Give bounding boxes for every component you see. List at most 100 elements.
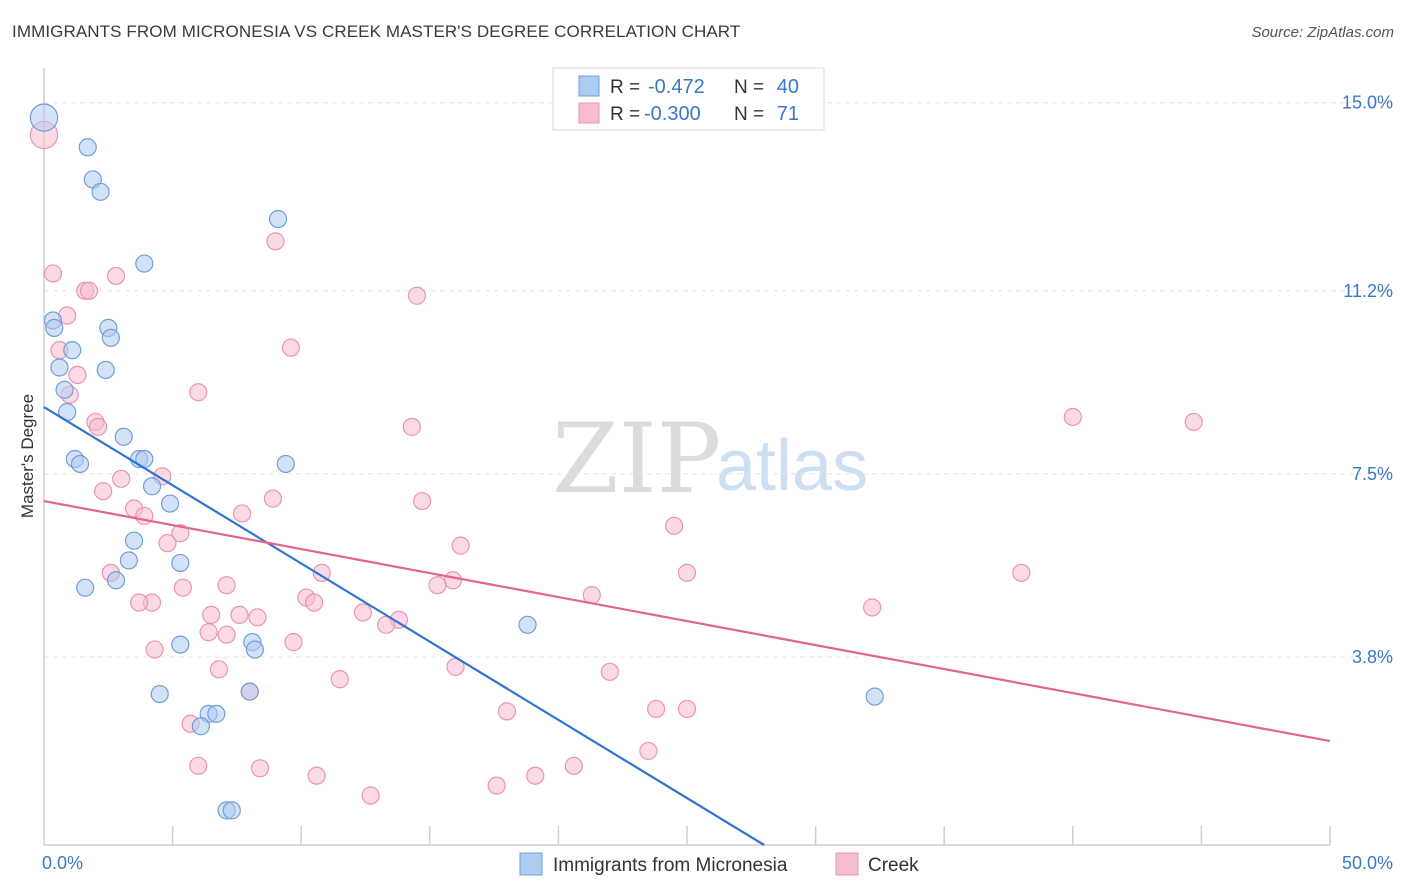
- point-micronesia: [171, 635, 190, 654]
- point-micronesia: [150, 684, 169, 704]
- x-tick-label-min: 0.0%: [42, 853, 83, 873]
- point-creek: [487, 776, 506, 795]
- point-creek: [202, 605, 221, 625]
- point-creek: [330, 670, 349, 689]
- point-micronesia: [106, 571, 126, 590]
- point-creek: [248, 608, 267, 627]
- point-creek: [281, 338, 301, 357]
- point-creek: [497, 702, 517, 721]
- point-creek: [600, 662, 619, 681]
- point-micronesia: [171, 553, 190, 573]
- top-legend: R = -0.472 N = 40 R = -0.300 N = 71: [552, 67, 825, 131]
- legend-n-value-pink: 71: [777, 103, 799, 125]
- trend-line-micronesia: [43, 406, 765, 846]
- point-micronesia: [55, 380, 74, 399]
- point-creek: [199, 623, 218, 642]
- point-creek: [863, 598, 882, 617]
- point-creek: [1012, 563, 1031, 582]
- point-creek: [189, 756, 208, 775]
- point-creek: [312, 563, 331, 582]
- point-creek: [677, 563, 697, 582]
- point-micronesia: [50, 358, 69, 377]
- point-micronesia: [240, 682, 259, 701]
- point-creek: [189, 383, 208, 402]
- legend-swatch-blue: [578, 75, 600, 97]
- point-creek: [647, 699, 666, 719]
- point-micronesia: [76, 578, 95, 597]
- point-creek: [145, 640, 164, 659]
- point-creek: [266, 232, 285, 251]
- point-micronesia: [119, 551, 138, 570]
- y-axis-title: Master's Degree: [18, 394, 37, 518]
- legend-r-value-pink: -0.300: [644, 103, 701, 125]
- scatter-points: [29, 103, 1203, 820]
- watermark-atlas: atlas: [716, 426, 868, 506]
- point-creek: [526, 766, 545, 785]
- point-creek: [639, 741, 658, 761]
- point-creek: [173, 578, 192, 597]
- point-creek: [665, 516, 684, 535]
- grid-lines: [44, 102, 1394, 658]
- legend-n-label-pink: N =: [734, 104, 764, 125]
- point-creek: [443, 571, 463, 590]
- x-ticks: [171, 826, 1331, 845]
- trend-lines: [43, 406, 1331, 846]
- x-tick-label-max: 50.0%: [1342, 853, 1393, 873]
- chart-source: Source: ZipAtlas.com: [1251, 24, 1394, 41]
- y-tick-label: 3.8%: [1352, 647, 1393, 667]
- point-micronesia: [63, 341, 82, 360]
- legend-r-label-pink: R =: [610, 104, 640, 125]
- bottom-legend-swatch-micronesia: [519, 852, 543, 876]
- point-micronesia: [135, 254, 154, 273]
- point-creek: [428, 576, 447, 595]
- legend-swatch-pink: [578, 102, 600, 124]
- point-micronesia: [518, 615, 537, 634]
- point-micronesia: [142, 477, 162, 496]
- point-creek: [361, 786, 380, 805]
- point-creek: [677, 699, 697, 719]
- point-creek: [217, 576, 236, 595]
- point-micronesia: [114, 427, 133, 446]
- point-micronesia: [124, 531, 144, 550]
- point-creek: [1184, 412, 1203, 432]
- point-creek: [171, 524, 190, 543]
- point-creek: [412, 491, 432, 511]
- point-creek: [582, 586, 601, 605]
- point-creek: [79, 281, 99, 300]
- point-creek: [564, 756, 583, 775]
- point-creek: [130, 593, 149, 612]
- legend-n-label-blue: N =: [734, 77, 764, 98]
- point-creek: [106, 266, 126, 286]
- point-creek: [451, 536, 470, 555]
- point-creek: [263, 489, 283, 508]
- point-creek: [353, 603, 373, 622]
- legend-n-value-blue: 40: [777, 76, 799, 98]
- point-micronesia: [70, 454, 90, 474]
- point-creek: [112, 469, 131, 488]
- point-micronesia: [222, 801, 241, 820]
- trend-line-creek: [43, 500, 1331, 743]
- point-creek: [402, 417, 421, 436]
- point-micronesia: [101, 328, 120, 347]
- point-micronesia: [191, 717, 210, 736]
- point-creek: [230, 605, 249, 625]
- watermark: ZIP atlas: [552, 403, 868, 515]
- legend-r-value-blue: -0.472: [648, 76, 705, 98]
- point-micronesia: [865, 687, 884, 706]
- bottom-legend-label-creek: Creek: [868, 855, 919, 876]
- point-micronesia: [45, 318, 64, 337]
- point-micronesia: [160, 494, 180, 513]
- point-micronesia: [276, 454, 295, 474]
- point-creek: [94, 482, 113, 501]
- legend-r-label-blue: R =: [610, 77, 640, 98]
- point-micronesia: [207, 704, 226, 723]
- point-micronesia: [78, 138, 97, 157]
- point-creek: [43, 264, 63, 283]
- point-creek: [250, 759, 270, 778]
- y-tick-label: 11.2%: [1343, 281, 1393, 301]
- point-creek: [232, 504, 252, 523]
- point-creek: [217, 625, 236, 644]
- point-creek: [407, 286, 427, 305]
- point-creek: [68, 365, 87, 385]
